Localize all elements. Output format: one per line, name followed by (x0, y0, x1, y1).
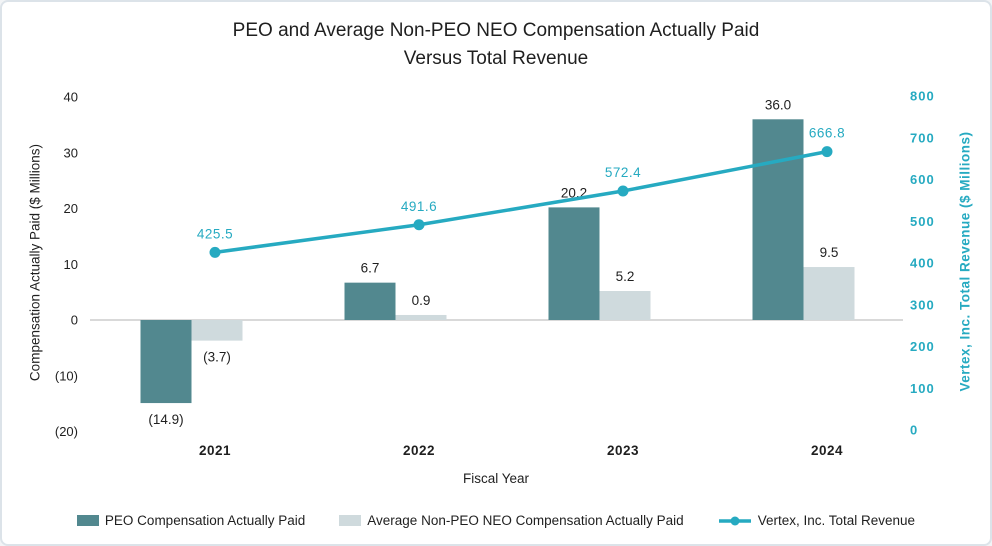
bar-peo-2022 (344, 282, 396, 320)
right-axis-tick: 800 (910, 89, 935, 104)
right-axis-tick: 700 (910, 130, 935, 145)
bar-label: 6.7 (361, 261, 380, 276)
revenue-line (213, 149, 829, 255)
bar-nonpeo-2022 (395, 314, 447, 320)
bar-label: 5.2 (616, 269, 635, 284)
x-axis-title: Fiscal Year (462, 471, 530, 486)
peo-bar-swatch-icon (76, 515, 99, 526)
x-axis-tick-2022: 2022 (403, 443, 435, 458)
left-axis-tick: (10) (55, 368, 78, 383)
bar-label: (14.9) (148, 412, 183, 427)
nonpeo-bar-swatch-icon (339, 515, 362, 526)
right-axis-tick: 400 (910, 256, 935, 271)
revenue-label: 572.4 (605, 165, 641, 180)
left-axis-tick: 10 (64, 257, 78, 272)
bar-label: (3.7) (203, 350, 231, 365)
right-axis-tick: 500 (910, 214, 935, 229)
chart-title-line1: PEO and Average Non-PEO NEO Compensation… (232, 20, 760, 41)
revenue-line-swatch-icon (718, 515, 752, 527)
bar-label: 9.5 (820, 245, 839, 260)
right-axis-tick: 600 (910, 172, 935, 187)
legend: PEO Compensation Actually Paid Average N… (2, 513, 990, 528)
revenue-label: 491.6 (401, 199, 437, 214)
left-axis-tick: 20 (64, 201, 78, 216)
bar-nonpeo-2023 (599, 291, 651, 320)
right-axis-tick: 300 (910, 297, 935, 312)
left-axis-tick: (20) (55, 424, 78, 439)
right-axis-tick: 100 (910, 381, 935, 396)
revenue-point-2024 (821, 146, 833, 158)
x-axis-tick-2024: 2024 (811, 443, 843, 458)
legend-item-revenue: Vertex, Inc. Total Revenue (718, 513, 915, 528)
left-axis-tick: 40 (64, 90, 78, 105)
bar-peo-2024 (752, 119, 804, 320)
bar-label: 0.9 (412, 293, 431, 308)
chart-title: PEO and Average Non-PEO NEO Compensation… (2, 17, 990, 73)
bar-peo-2021 (140, 320, 192, 404)
right-axis-tick: 0 (910, 423, 918, 438)
x-axis-tick-2021: 2021 (199, 443, 231, 458)
bar-peo-2023 (548, 207, 600, 320)
chart-title-line2: Versus Total Revenue (403, 48, 589, 69)
bar-nonpeo-2024 (803, 267, 855, 320)
left-axis-tick: 30 (64, 145, 78, 160)
revenue-point-2022 (413, 219, 425, 231)
revenue-point-2023 (617, 185, 629, 197)
revenue-point-2021 (209, 246, 221, 258)
x-axis-tick-2023: 2023 (607, 443, 639, 458)
bar-nonpeo-2021 (191, 320, 243, 341)
left-axis-tick: 0 (71, 313, 78, 328)
right-axis-tick: 200 (910, 339, 935, 354)
legend-item-nonpeo: Average Non-PEO NEO Compensation Actuall… (339, 513, 684, 528)
legend-item-peo: PEO Compensation Actually Paid (76, 513, 306, 528)
legend-label-nonpeo: Average Non-PEO NEO Compensation Actuall… (367, 513, 684, 528)
legend-label-peo: PEO Compensation Actually Paid (104, 513, 306, 528)
revenue-label: 425.5 (197, 226, 233, 241)
legend-label-revenue: Vertex, Inc. Total Revenue (757, 513, 916, 528)
revenue-label: 666.8 (809, 126, 845, 141)
bar-label: 36.0 (765, 97, 791, 112)
